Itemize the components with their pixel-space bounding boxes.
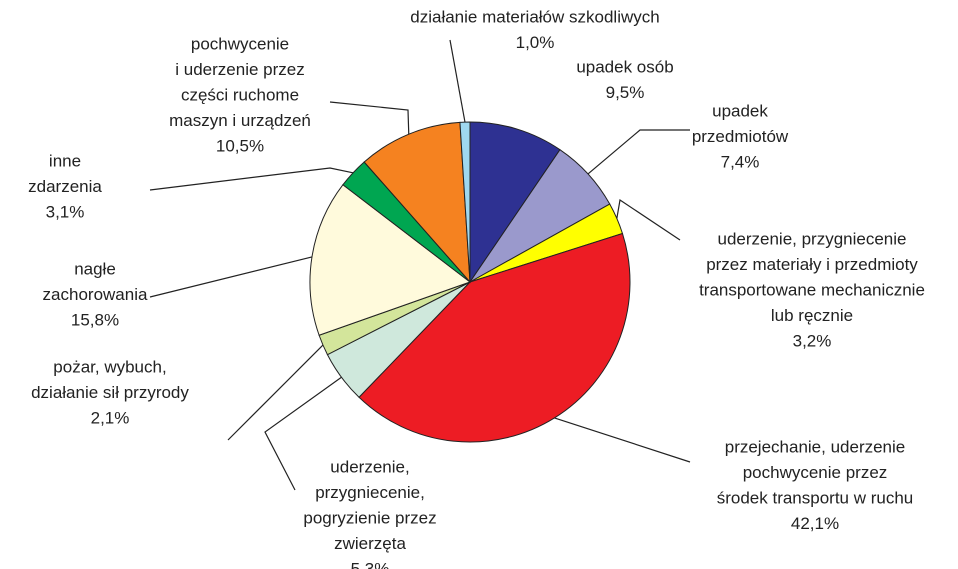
value-label: 42,1% [791, 514, 839, 533]
leader-line [587, 129, 690, 175]
slice-label: przygniecenie, [315, 483, 425, 502]
slice-label: działanie sił przyrody [31, 383, 189, 402]
value-label: 10,5% [216, 136, 264, 155]
leader-line [616, 198, 681, 241]
slice-label: przedmiotów [692, 127, 789, 146]
slice-label: pochwycenie [191, 34, 289, 53]
slice-label: maszyn i urządzeń [169, 111, 311, 130]
pie-slice [469, 121, 561, 284]
slice-label: środek transportu w ruchu [717, 488, 914, 507]
slice-label: zwierzęta [334, 534, 406, 553]
value-label: 7,4% [721, 152, 760, 171]
slice-label: transportowane mechanicznie [699, 280, 925, 299]
slice-label: inne [49, 151, 81, 170]
slice-label: uderzenie, przygniecenie [717, 229, 906, 248]
value-label: 1,0% [516, 33, 555, 52]
slice-label: pożar, wybuch, [53, 357, 166, 376]
slice-label: i uderzenie przez [175, 60, 304, 79]
leader-line [149, 256, 313, 298]
slice-label: uderzenie, [330, 457, 409, 476]
pie-slice [459, 121, 471, 283]
slice-label: upadek [712, 101, 768, 120]
leader-line [149, 167, 354, 191]
leader-line [264, 376, 342, 491]
pie-slice [358, 232, 631, 443]
slice-label: przejechanie, uderzenie [725, 437, 906, 456]
leader-line [554, 417, 691, 463]
leader-line [329, 101, 410, 135]
slice-label: lub ręcznie [771, 306, 853, 325]
leader-line [449, 39, 466, 123]
slice-label: pochwycenie przez [743, 463, 888, 482]
leader-line [227, 344, 324, 441]
pie-slice [309, 184, 472, 336]
value-label: 5,3% [351, 559, 390, 569]
value-label: 15,8% [71, 310, 119, 329]
value-label: 3,2% [793, 331, 832, 350]
slice-label: części ruchome [181, 85, 299, 104]
slice-label: pogryzienie przez [303, 508, 436, 527]
slice-label: upadek osób [576, 57, 673, 76]
slice-label: zdarzenia [28, 177, 102, 196]
value-label: 3,1% [46, 202, 85, 221]
value-label: 2,1% [91, 408, 130, 427]
slice-label: przez materiały i przedmioty [706, 255, 918, 274]
value-label: 9,5% [606, 83, 645, 102]
pie-slice [363, 121, 471, 284]
slice-label: działanie materiałów szkodliwych [410, 7, 659, 26]
slice-label: nagłe [74, 259, 116, 278]
slice-label: zachorowania [43, 285, 148, 304]
